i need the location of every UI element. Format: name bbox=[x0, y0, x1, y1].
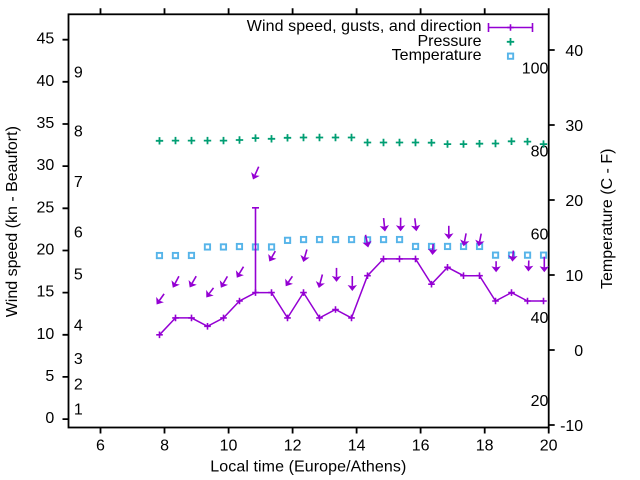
svg-text:80: 80 bbox=[531, 144, 549, 161]
svg-text:2: 2 bbox=[74, 376, 83, 393]
svg-text:-10: -10 bbox=[560, 418, 583, 435]
svg-text:3: 3 bbox=[74, 351, 83, 368]
svg-text:14: 14 bbox=[348, 438, 366, 455]
svg-text:5: 5 bbox=[45, 368, 54, 385]
svg-text:60: 60 bbox=[531, 227, 549, 244]
svg-text:15: 15 bbox=[37, 284, 55, 301]
svg-text:12: 12 bbox=[284, 438, 302, 455]
svg-text:1: 1 bbox=[74, 402, 83, 419]
svg-text:Wind speed, gusts, and directi: Wind speed, gusts, and direction bbox=[247, 18, 482, 35]
svg-text:40: 40 bbox=[531, 310, 549, 327]
svg-text:20: 20 bbox=[565, 193, 583, 210]
svg-text:Temperature: Temperature bbox=[392, 47, 482, 64]
svg-text:45: 45 bbox=[37, 31, 55, 48]
svg-text:0: 0 bbox=[45, 410, 54, 427]
svg-text:30: 30 bbox=[37, 157, 55, 174]
svg-text:10: 10 bbox=[565, 268, 583, 285]
svg-text:Temperature (C - F): Temperature (C - F) bbox=[599, 149, 616, 289]
svg-text:Wind speed (kn - Beaufort): Wind speed (kn - Beaufort) bbox=[4, 126, 21, 317]
svg-text:20: 20 bbox=[540, 438, 558, 455]
svg-text:8: 8 bbox=[160, 438, 169, 455]
svg-text:35: 35 bbox=[37, 115, 55, 132]
svg-text:40: 40 bbox=[565, 43, 583, 60]
svg-text:4: 4 bbox=[74, 317, 83, 334]
svg-text:40: 40 bbox=[37, 73, 55, 90]
svg-text:25: 25 bbox=[37, 199, 55, 216]
svg-text:20: 20 bbox=[37, 241, 55, 258]
svg-text:30: 30 bbox=[565, 118, 583, 135]
svg-text:8: 8 bbox=[74, 123, 83, 140]
svg-text:5: 5 bbox=[74, 267, 83, 284]
svg-text:9: 9 bbox=[74, 64, 83, 81]
svg-text:0: 0 bbox=[574, 343, 583, 360]
svg-text:10: 10 bbox=[220, 438, 238, 455]
svg-text:6: 6 bbox=[74, 225, 83, 242]
svg-text:20: 20 bbox=[531, 393, 549, 410]
svg-text:6: 6 bbox=[96, 438, 105, 455]
svg-text:10: 10 bbox=[37, 326, 55, 343]
svg-text:100: 100 bbox=[522, 60, 549, 77]
svg-text:7: 7 bbox=[74, 174, 83, 191]
svg-text:Local time (Europe/Athens): Local time (Europe/Athens) bbox=[210, 458, 406, 475]
svg-text:Pressure: Pressure bbox=[417, 33, 481, 50]
svg-text:16: 16 bbox=[412, 438, 430, 455]
svg-text:18: 18 bbox=[476, 438, 494, 455]
